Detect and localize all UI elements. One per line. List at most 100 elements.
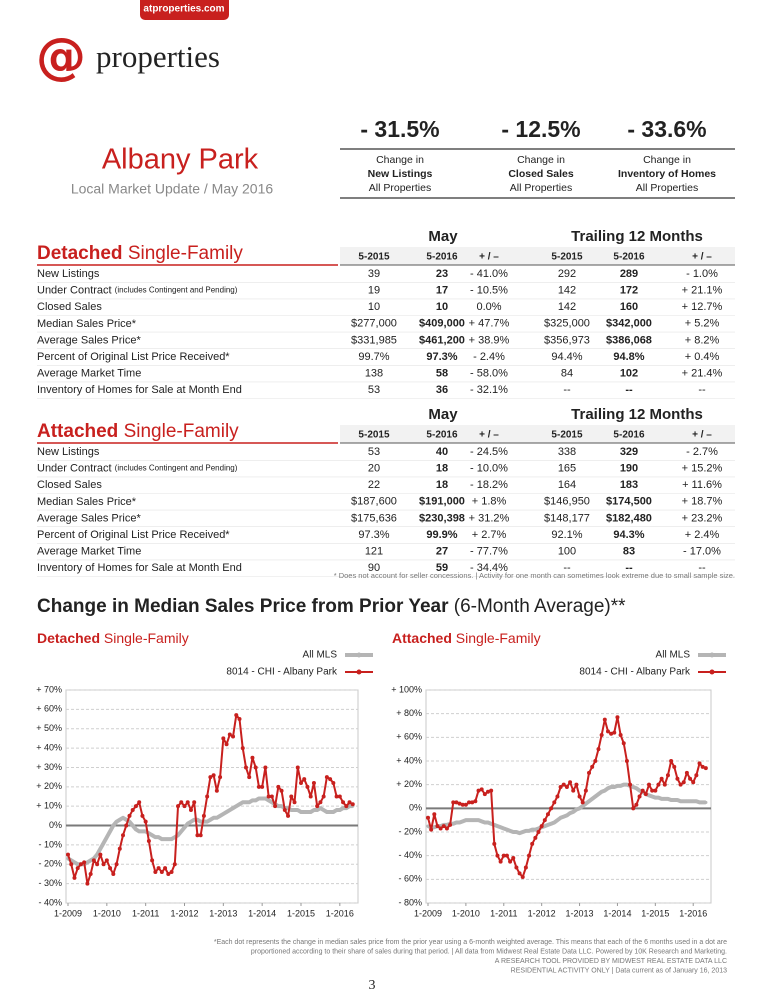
cell: + 23.2% bbox=[682, 512, 723, 524]
data-point bbox=[108, 866, 113, 871]
data-point bbox=[244, 800, 248, 804]
data-point bbox=[298, 780, 303, 785]
data-point bbox=[574, 782, 579, 787]
data-point bbox=[256, 784, 261, 789]
data-point bbox=[521, 830, 525, 834]
data-point bbox=[201, 813, 206, 818]
data-point bbox=[350, 802, 355, 807]
table-footnote: * Does not account for seller concession… bbox=[334, 571, 735, 580]
data-point bbox=[166, 837, 170, 841]
cell: $146,950 bbox=[544, 496, 590, 508]
data-point bbox=[85, 860, 90, 864]
data-point bbox=[467, 800, 472, 805]
data-point bbox=[312, 808, 316, 812]
data-point bbox=[72, 860, 77, 864]
data-point bbox=[631, 785, 635, 789]
data-point bbox=[78, 862, 83, 867]
legend-label: All MLS bbox=[656, 650, 691, 661]
cell: - 10.5% bbox=[470, 285, 508, 297]
data-point bbox=[143, 819, 148, 824]
data-point bbox=[331, 810, 335, 814]
data-point bbox=[590, 797, 594, 801]
data-point bbox=[315, 808, 319, 812]
period-header: May bbox=[428, 228, 458, 245]
data-point bbox=[426, 815, 430, 820]
cell: 338 bbox=[558, 446, 576, 458]
data-point bbox=[498, 859, 503, 864]
data-point bbox=[69, 862, 74, 867]
row-label: Median Sales Price* bbox=[37, 496, 137, 508]
x-tick-label: 1-2015 bbox=[287, 908, 315, 918]
data-point bbox=[166, 871, 171, 876]
cell: 94.8% bbox=[613, 351, 644, 363]
data-point bbox=[463, 802, 468, 807]
cell: - 32.1% bbox=[470, 384, 508, 396]
data-point bbox=[114, 820, 119, 824]
data-point bbox=[523, 865, 528, 870]
chart-title: Attached Single-Family bbox=[392, 630, 541, 646]
x-tick-label: 1-2010 bbox=[93, 908, 121, 918]
data-point bbox=[237, 802, 242, 806]
data-point bbox=[292, 808, 297, 812]
data-point bbox=[124, 823, 129, 828]
cell: $230,398 bbox=[419, 512, 465, 524]
x-tick-label: 1-2015 bbox=[641, 908, 669, 918]
cell: + 5.2% bbox=[685, 318, 720, 330]
cell: + 38.9% bbox=[469, 334, 510, 346]
y-tick-label: - 40% bbox=[398, 850, 422, 860]
data-point bbox=[89, 858, 93, 863]
data-point bbox=[663, 797, 667, 801]
data-point bbox=[564, 785, 569, 790]
footnote-line: *Each dot represents the change in media… bbox=[214, 939, 727, 946]
cell: -- bbox=[698, 562, 706, 574]
data-point bbox=[612, 730, 617, 735]
cell: 53 bbox=[368, 446, 380, 458]
row-label-text: Under Contract bbox=[37, 285, 112, 297]
data-point bbox=[426, 824, 430, 828]
cell: 94.4% bbox=[551, 351, 582, 363]
table-title-rest: Single-Family bbox=[124, 421, 240, 442]
cell: 27 bbox=[436, 546, 448, 558]
data-point bbox=[454, 820, 459, 825]
data-point bbox=[593, 759, 598, 763]
cell: 59 bbox=[436, 562, 448, 574]
tables: May Trailing 12 Months Detached Single-Fam… bbox=[37, 228, 735, 580]
data-point bbox=[192, 800, 197, 805]
data-point bbox=[615, 784, 620, 788]
stat-line: Change in bbox=[517, 154, 565, 166]
data-point bbox=[549, 822, 553, 826]
data-point bbox=[153, 870, 158, 875]
data-point bbox=[609, 785, 613, 789]
data-point bbox=[542, 818, 547, 823]
data-point bbox=[146, 839, 151, 844]
data-point bbox=[438, 826, 443, 831]
footnote-line: RESIDENTIAL ACTIVITY ONLY | Data current… bbox=[511, 967, 727, 974]
x-tick-label: 1-2011 bbox=[132, 908, 159, 918]
data-point bbox=[160, 837, 164, 841]
data-point bbox=[325, 810, 329, 814]
data-point bbox=[640, 788, 645, 793]
data-point bbox=[678, 782, 683, 787]
data-point bbox=[441, 824, 446, 829]
site-url[interactable]: atproperties.com bbox=[143, 4, 224, 15]
row-label-text: New Listings bbox=[37, 446, 100, 458]
data-point bbox=[694, 773, 699, 778]
stat-value: - 33.6% bbox=[627, 116, 706, 142]
data-point bbox=[218, 775, 223, 780]
column-header: + / – bbox=[692, 252, 712, 263]
column-header: 5-2015 bbox=[358, 430, 390, 441]
column-header: 5-2015 bbox=[551, 430, 583, 441]
cell: + 2.7% bbox=[472, 529, 507, 541]
data-point bbox=[691, 780, 696, 785]
cell: 36 bbox=[436, 384, 448, 396]
cell: 99.7% bbox=[358, 351, 389, 363]
stat-metric: Closed Sales bbox=[508, 168, 574, 180]
stat-line: All Properties bbox=[636, 182, 698, 194]
column-header: 5-2015 bbox=[551, 252, 583, 263]
row-label: Under Contract (includes Contingent and … bbox=[37, 463, 238, 475]
cell: -- bbox=[625, 562, 633, 574]
row-label-text: Average Sales Price* bbox=[37, 334, 141, 346]
row-label: Median Sales Price* bbox=[37, 318, 137, 330]
data-point bbox=[140, 829, 145, 833]
